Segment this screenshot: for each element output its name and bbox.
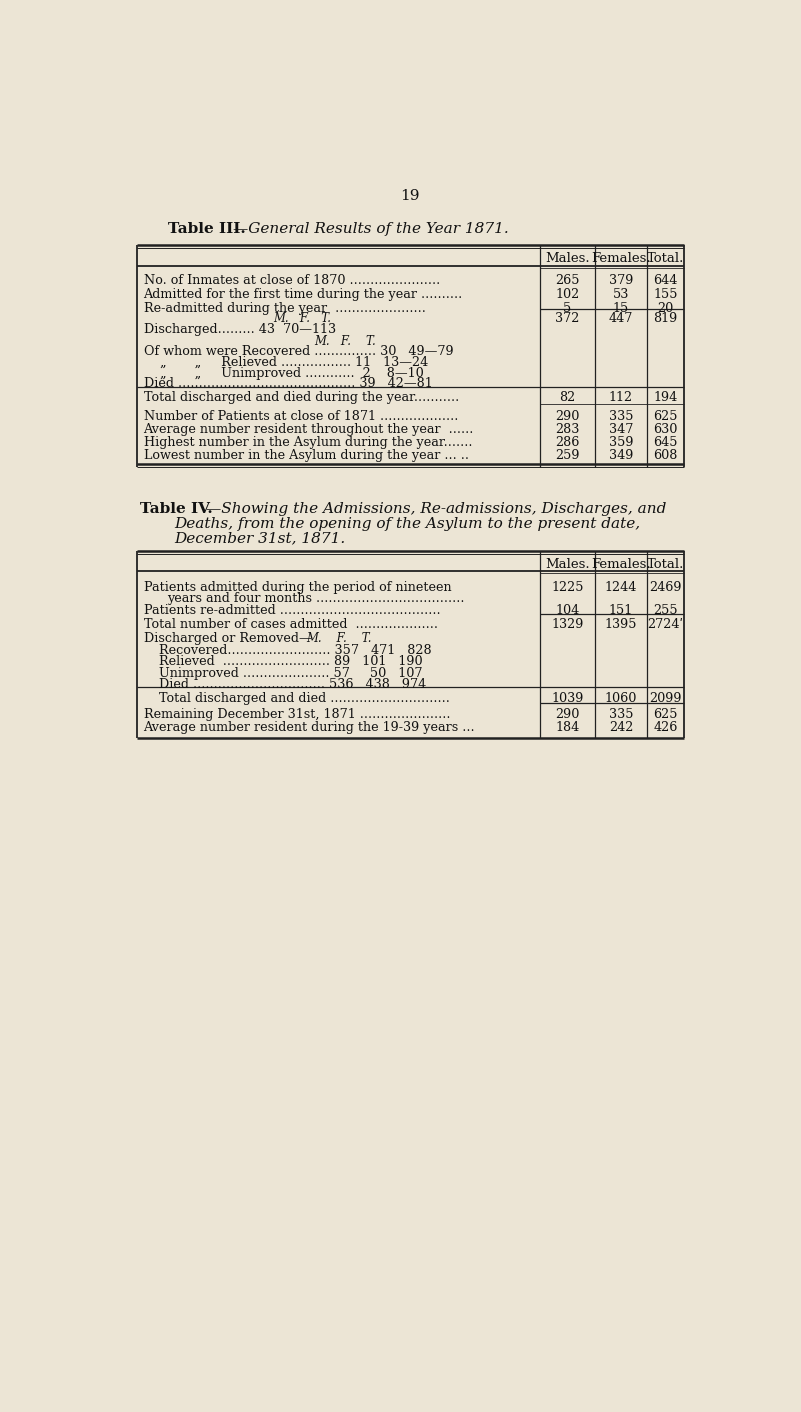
Text: Total.: Total.: [646, 558, 684, 570]
Text: 608: 608: [654, 449, 678, 462]
Text: 255: 255: [653, 604, 678, 617]
Text: Highest number in the Asylum during the year.......: Highest number in the Asylum during the …: [143, 436, 472, 449]
Text: 625: 625: [654, 409, 678, 422]
Text: 625: 625: [654, 707, 678, 720]
Text: No. of Inmates at close of 1870 ......................: No. of Inmates at close of 1870 ........…: [143, 274, 440, 287]
Text: 349: 349: [609, 449, 633, 462]
Text: Average number resident during the 19-39 years ...: Average number resident during the 19-39…: [143, 720, 475, 734]
Text: December 31st, 1871.: December 31st, 1871.: [174, 531, 345, 545]
Text: 265: 265: [555, 274, 580, 287]
Text: 5: 5: [563, 302, 572, 315]
Text: 1329: 1329: [551, 617, 584, 631]
Text: Males.: Males.: [545, 558, 590, 570]
Text: 15: 15: [613, 302, 629, 315]
Text: 194: 194: [654, 391, 678, 404]
Text: M.   F.   T.: M. F. T.: [273, 312, 331, 325]
Text: 630: 630: [654, 422, 678, 436]
Text: 1060: 1060: [605, 692, 637, 705]
Text: Died ........................................... 39   42—81: Died ...................................…: [143, 377, 433, 390]
Text: „       „     Relieved ................. 11   13—24: „ „ Relieved ................. 11 13—24: [143, 356, 428, 369]
Text: 82: 82: [559, 391, 576, 404]
Text: 53: 53: [613, 288, 629, 301]
Text: Deaths, from the opening of the Asylum to the present date,: Deaths, from the opening of the Asylum t…: [174, 517, 640, 531]
Text: Total discharged and died .............................: Total discharged and died ..............…: [159, 692, 450, 705]
Text: Table III.: Table III.: [168, 222, 246, 236]
Text: 151: 151: [609, 604, 633, 617]
Text: 290: 290: [555, 409, 580, 422]
Text: Total number of cases admitted  ....................: Total number of cases admitted .........…: [143, 617, 437, 631]
Text: Discharged or Removed—: Discharged or Removed—: [143, 633, 312, 645]
Text: Males.: Males.: [545, 251, 590, 265]
Text: Average number resident throughout the year  ......: Average number resident throughout the y…: [143, 422, 474, 436]
Text: Females.: Females.: [591, 558, 650, 570]
Text: 347: 347: [609, 422, 633, 436]
Text: „       „     Unimproved ............  2    8—10: „ „ Unimproved ............ 2 8—10: [143, 367, 423, 380]
Text: 2469: 2469: [650, 580, 682, 593]
Text: Relieved  .......................... 89   101   190: Relieved .......................... 89 1…: [159, 655, 423, 668]
Text: Remaining December 31st, 1871 ......................: Remaining December 31st, 1871 ..........…: [143, 707, 450, 720]
Text: M.   F.    T.: M. F. T.: [314, 335, 376, 347]
Text: 283: 283: [555, 422, 580, 436]
Text: 20: 20: [658, 302, 674, 315]
Text: —Showing the Admissions, Re-admissions, Discharges, and: —Showing the Admissions, Re-admissions, …: [207, 503, 666, 515]
Text: Females.: Females.: [591, 251, 650, 265]
Text: Re-admitted during the year  ......................: Re-admitted during the year ............…: [143, 302, 425, 315]
Text: Of whom were Recovered ............... 30   49—79: Of whom were Recovered ............... 3…: [143, 345, 453, 359]
Text: 1039: 1039: [551, 692, 584, 705]
Text: 359: 359: [609, 436, 633, 449]
Text: 335: 335: [609, 409, 633, 422]
Text: 426: 426: [654, 720, 678, 734]
Text: 19: 19: [400, 189, 420, 203]
Text: 112: 112: [609, 391, 633, 404]
Text: Number of Patients at close of 1871 ...................: Number of Patients at close of 1871 ....…: [143, 409, 458, 422]
Text: 290: 290: [555, 707, 580, 720]
Text: 259: 259: [555, 449, 580, 462]
Text: Patients admitted during the period of nineteen: Patients admitted during the period of n…: [143, 580, 451, 593]
Text: Unimproved ..................... 57     50   107: Unimproved ..................... 57 50 1…: [159, 666, 422, 679]
Text: 447: 447: [609, 312, 633, 325]
Text: 242: 242: [609, 720, 633, 734]
Text: 645: 645: [654, 436, 678, 449]
Text: 1244: 1244: [605, 580, 637, 593]
Text: —General Results of the Year 1871.: —General Results of the Year 1871.: [233, 222, 509, 236]
Text: Total discharged and died during the year...........: Total discharged and died during the yea…: [143, 391, 459, 404]
Text: 2099: 2099: [650, 692, 682, 705]
Text: Table IV.: Table IV.: [140, 503, 213, 515]
Text: 102: 102: [555, 288, 580, 301]
Text: 155: 155: [654, 288, 678, 301]
Text: 184: 184: [555, 720, 580, 734]
Text: Recovered......................... 357   471   828: Recovered......................... 357 4…: [159, 644, 432, 657]
Text: 644: 644: [654, 274, 678, 287]
Text: 819: 819: [654, 312, 678, 325]
Text: 335: 335: [609, 707, 633, 720]
Text: 286: 286: [555, 436, 580, 449]
Text: years and four months ....................................: years and four months ..................…: [167, 592, 465, 606]
Text: 372: 372: [555, 312, 580, 325]
Text: Lowest number in the Asylum during the year ... ..: Lowest number in the Asylum during the y…: [143, 449, 469, 462]
Text: Died ................................ 536   438   974: Died ................................ 53…: [159, 678, 426, 692]
Text: Discharged......... 43  70—113: Discharged......... 43 70—113: [143, 323, 336, 336]
Text: 104: 104: [555, 604, 580, 617]
Text: Total.: Total.: [646, 251, 684, 265]
Text: Patients re-admitted .......................................: Patients re-admitted ...................…: [143, 604, 441, 617]
Text: M.    F.    T.: M. F. T.: [306, 633, 372, 645]
Text: Admitted for the first time during the year ..........: Admitted for the first time during the y…: [143, 288, 463, 301]
Text: 1225: 1225: [551, 580, 584, 593]
Text: 2724ʹ: 2724ʹ: [647, 617, 683, 631]
Text: 379: 379: [609, 274, 633, 287]
Text: 1395: 1395: [605, 617, 637, 631]
